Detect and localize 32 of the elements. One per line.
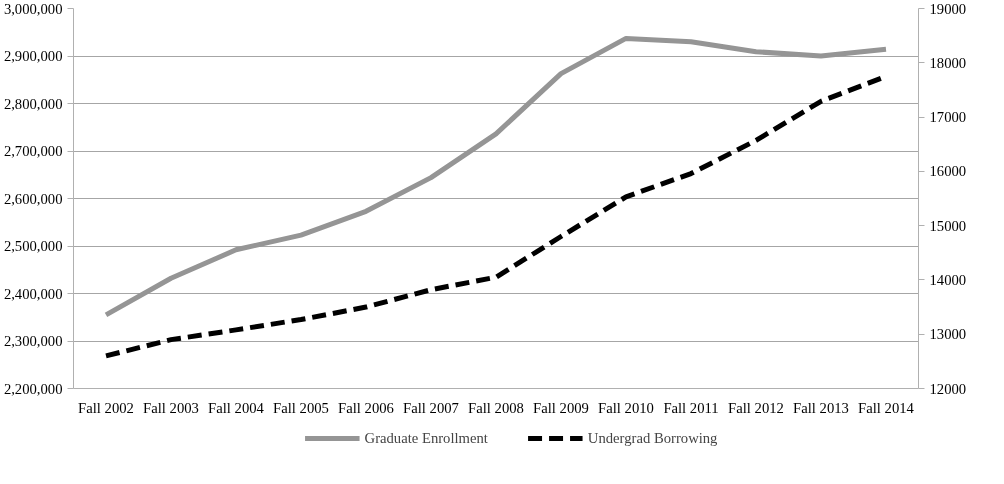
y-tick-label: 2,700,000 bbox=[3, 143, 63, 159]
x-tick-label: Fall 2005 bbox=[273, 399, 329, 416]
x-tick-label: Fall 2006 bbox=[338, 399, 394, 416]
y-tick-label: 2,200,000 bbox=[3, 380, 63, 397]
y2-tick-label: 13000 bbox=[929, 326, 967, 343]
y2-tick-label: 16000 bbox=[929, 163, 967, 180]
y-tick-label: 2,800,000 bbox=[3, 95, 63, 112]
y-tick-label: 2,300,000 bbox=[3, 333, 63, 349]
y-tick-label: 2,400,000 bbox=[3, 285, 63, 302]
y-tick-label: 2,500,000 bbox=[3, 238, 63, 254]
y-tick-label: 2,900,000 bbox=[3, 48, 63, 64]
y2-tick-label: 18000 bbox=[929, 54, 967, 71]
x-tick-label: Fall 2003 bbox=[143, 399, 199, 416]
x-tick-label: Fall 2004 bbox=[208, 399, 265, 416]
y2-tick-label: 12000 bbox=[929, 380, 967, 397]
legend-label: Graduate Enrollment bbox=[364, 429, 488, 447]
y2-tick-label: 15000 bbox=[929, 217, 967, 234]
x-tick-label: Fall 2009 bbox=[533, 399, 589, 416]
x-tick-label: Fall 2010 bbox=[598, 399, 654, 416]
y2-tick-label: 14000 bbox=[929, 271, 967, 288]
y2-tick-label: 19000 bbox=[929, 0, 967, 17]
x-tick-label: Fall 2008 bbox=[468, 399, 524, 416]
x-tick-label: Fall 2013 bbox=[793, 399, 849, 416]
legend-label: Undergrad Borrowing bbox=[587, 429, 718, 447]
y-tick-label: 2,600,000 bbox=[3, 190, 63, 207]
x-tick-label: Fall 2014 bbox=[858, 399, 915, 416]
x-tick-label: Fall 2011 bbox=[663, 399, 719, 416]
x-tick-label: Fall 2012 bbox=[728, 399, 784, 416]
x-tick-label: Fall 2007 bbox=[403, 399, 459, 416]
x-tick-label: Fall 2002 bbox=[78, 399, 134, 416]
y2-tick-label: 17000 bbox=[929, 109, 967, 126]
y-tick-label: 3,000,000 bbox=[3, 0, 63, 17]
